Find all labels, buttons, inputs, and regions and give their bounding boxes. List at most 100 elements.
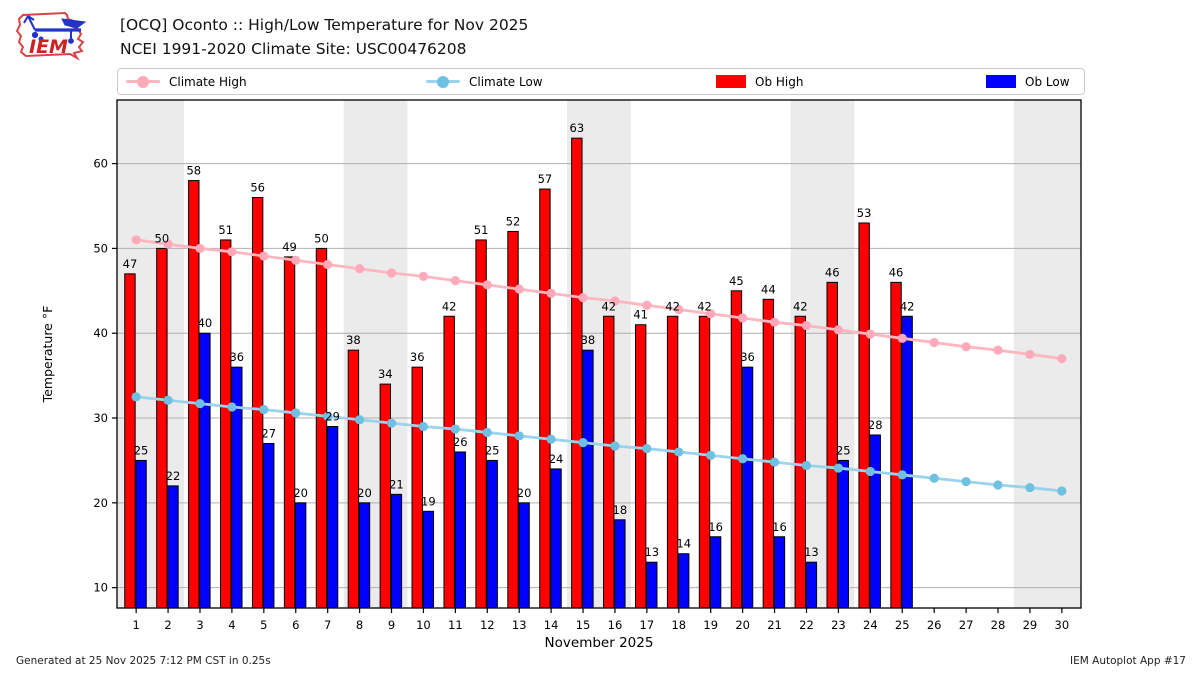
y-tick-label-10: 10 bbox=[93, 581, 108, 595]
x-tick-label-28: 28 bbox=[991, 618, 1006, 632]
ob-low-bar-day-5 bbox=[263, 442, 275, 609]
climate-high-marker-day-27 bbox=[961, 342, 971, 352]
ob-high-swatch-icon bbox=[716, 75, 746, 88]
ob-low-label-day-18: 14 bbox=[676, 537, 691, 551]
ob-low-swatch-icon bbox=[986, 75, 1016, 88]
climate-low-marker-day-16 bbox=[610, 441, 620, 451]
ob-low-label-day-9: 21 bbox=[389, 477, 404, 491]
climate-low-marker-day-5 bbox=[259, 404, 269, 415]
climate-low-marker-day-17 bbox=[642, 443, 652, 454]
chart-legend: Climate High Climate Low Ob High Ob Low bbox=[117, 68, 1085, 95]
ob-low-bar-day-12 bbox=[486, 459, 498, 609]
app-credit-text: IEM Autoplot App #17 bbox=[1070, 655, 1186, 667]
ob-low-bar-day-16 bbox=[614, 519, 626, 609]
climate-high-marker-day-17 bbox=[642, 300, 652, 310]
climate-high-marker-day-5 bbox=[259, 251, 269, 261]
ob-high-label-day-19: 42 bbox=[697, 299, 712, 313]
ob-low-bar-day-20 bbox=[741, 366, 754, 609]
climate-low-marker-day-19 bbox=[706, 450, 716, 460]
ob-high-bar-day-7 bbox=[315, 247, 328, 609]
ob-high-label-day-14: 57 bbox=[538, 172, 553, 186]
climate-low-marker-day-25 bbox=[897, 470, 907, 480]
ob-high-bar-day-21 bbox=[762, 298, 775, 609]
x-tick-label-29: 29 bbox=[1023, 618, 1038, 632]
legend-label: Climate Low bbox=[469, 74, 543, 89]
climate-low-marker-day-18 bbox=[674, 447, 684, 457]
climate-high-marker-day-14 bbox=[546, 288, 556, 298]
ob-low-label-day-15: 38 bbox=[581, 333, 596, 347]
climate-high-marker-day-29 bbox=[1025, 349, 1035, 360]
ob-high-label-day-17: 41 bbox=[633, 308, 648, 322]
ob-high-bar-day-2 bbox=[156, 247, 168, 609]
x-tick-label-3: 3 bbox=[196, 618, 203, 632]
climate-low-marker-day-9 bbox=[386, 418, 397, 428]
climate-low-marker-day-6 bbox=[291, 408, 301, 418]
x-tick-label-9: 9 bbox=[388, 618, 395, 632]
weather-station-icon bbox=[23, 15, 87, 44]
ob-low-bar-day-7 bbox=[326, 426, 339, 609]
climate-low-marker-day-12 bbox=[482, 427, 492, 438]
climate-high-marker-day-22 bbox=[801, 320, 812, 331]
climate-low-line-marker-icon bbox=[426, 75, 460, 88]
climate-low-marker-day-24 bbox=[865, 466, 875, 477]
x-tick-label-13: 13 bbox=[512, 618, 527, 632]
climate-high-marker-day-11 bbox=[450, 276, 460, 286]
x-tick-label-24: 24 bbox=[863, 618, 878, 632]
ob-low-label-day-19: 16 bbox=[708, 520, 723, 534]
ob-low-label-day-17: 13 bbox=[644, 545, 659, 559]
climate-high-marker-day-18 bbox=[674, 304, 684, 315]
x-tick-label-15: 15 bbox=[576, 618, 591, 632]
ob-low-label-day-22: 13 bbox=[804, 545, 819, 559]
ob-high-bar-day-24 bbox=[858, 222, 870, 609]
ob-low-bar-day-13 bbox=[518, 502, 530, 609]
ob-high-bar-day-10 bbox=[411, 366, 423, 609]
climate-low-marker-day-3 bbox=[195, 399, 205, 409]
ob-high-bar-day-16 bbox=[603, 315, 615, 609]
x-tick-label-17: 17 bbox=[640, 618, 655, 632]
climate-low-marker-day-11 bbox=[450, 424, 460, 434]
ob-low-label-day-13: 20 bbox=[517, 486, 532, 500]
x-tick-label-8: 8 bbox=[356, 618, 363, 632]
x-tick-label-2: 2 bbox=[164, 618, 171, 632]
climate-low-marker-day-27 bbox=[961, 477, 971, 487]
ob-low-bar-day-17 bbox=[646, 561, 658, 609]
legend-item-climate-high: Climate High bbox=[126, 69, 247, 94]
ob-low-bar-day-25 bbox=[901, 315, 913, 609]
climate-low-marker-day-8 bbox=[354, 415, 365, 425]
legend-label: Ob Low bbox=[1025, 74, 1070, 89]
x-tick-label-19: 19 bbox=[703, 618, 718, 632]
ob-high-label-day-23: 46 bbox=[825, 265, 840, 279]
ob-high-label-day-9: 34 bbox=[378, 367, 393, 381]
ob-low-label-day-3: 40 bbox=[198, 316, 213, 330]
climate-high-marker-day-20 bbox=[738, 313, 748, 323]
climate-low-marker-day-10 bbox=[418, 421, 429, 432]
x-tick-label-12: 12 bbox=[480, 618, 495, 632]
ob-low-label-day-10: 19 bbox=[421, 494, 436, 508]
ob-high-bar-day-8 bbox=[347, 349, 360, 609]
ob-low-label-day-6: 20 bbox=[293, 486, 308, 500]
climate-high-marker-day-8 bbox=[354, 264, 365, 274]
climate-high-marker-day-4 bbox=[227, 247, 237, 257]
x-tick-label-27: 27 bbox=[959, 618, 974, 632]
plot-border bbox=[116, 99, 1082, 609]
ob-low-label-day-12: 25 bbox=[485, 443, 500, 457]
ob-low-bar-day-22 bbox=[805, 561, 818, 609]
ob-low-bar-day-1 bbox=[135, 459, 147, 609]
ob-low-label-day-25: 42 bbox=[900, 299, 915, 313]
ob-high-bar-day-4 bbox=[220, 239, 232, 609]
x-tick-label-4: 4 bbox=[228, 618, 235, 632]
ob-high-label-day-13: 52 bbox=[506, 214, 521, 228]
y-tick-label-50: 50 bbox=[93, 241, 108, 255]
climate-low-marker-day-23 bbox=[833, 463, 844, 473]
climate-high-marker-day-15 bbox=[578, 293, 588, 303]
ob-low-label-day-11: 26 bbox=[453, 435, 468, 449]
ob-low-bar-day-6 bbox=[294, 502, 307, 609]
ob-low-label-day-7: 29 bbox=[325, 410, 340, 424]
climate-high-marker-day-25 bbox=[897, 333, 907, 343]
climate-low-marker-day-28 bbox=[993, 480, 1003, 490]
x-tick-label-1: 1 bbox=[132, 618, 139, 632]
ob-high-label-day-15: 63 bbox=[570, 121, 585, 135]
legend-item-climate-low: Climate Low bbox=[426, 69, 543, 94]
y-tick-label-40: 40 bbox=[93, 326, 108, 340]
